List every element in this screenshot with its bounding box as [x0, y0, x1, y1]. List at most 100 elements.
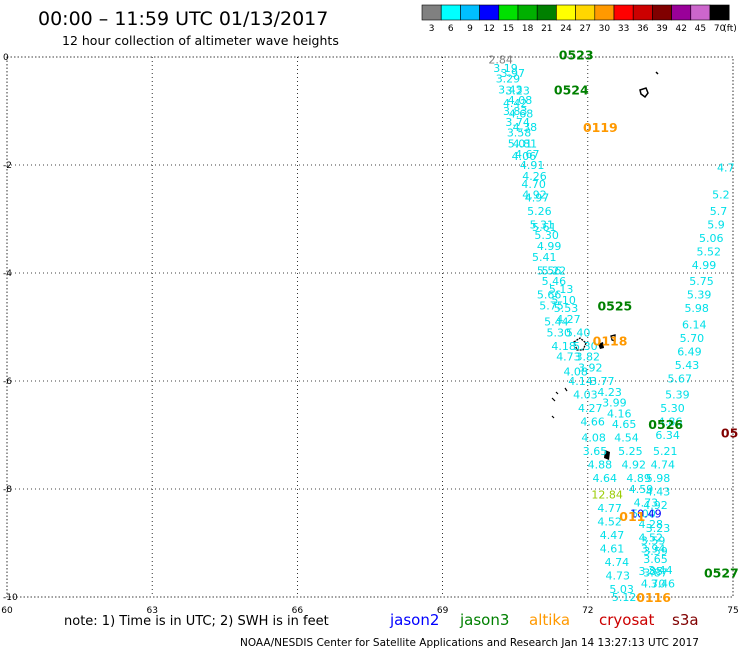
scale-label: 33: [618, 24, 629, 34]
wave-height-value: 3.44: [648, 564, 673, 577]
wave-height-value: 4.03: [573, 389, 598, 402]
units-note: note: 1) Time is in UTC; 2) SWH is in fe…: [64, 614, 329, 629]
map-frame: [6, 56, 734, 598]
wave-height-value: 3.97: [501, 67, 526, 80]
wave-height-value: 4.74: [605, 556, 630, 569]
wave-height-value: 4.16: [607, 407, 632, 420]
scale-swatch: [613, 4, 634, 21]
wave-height-value: 5.56: [537, 264, 562, 277]
scale-swatch: [536, 4, 557, 21]
scale-swatch: [575, 4, 596, 21]
scale-swatch: [652, 4, 672, 21]
scale-label: 15: [503, 24, 514, 34]
graticule: [7, 57, 733, 597]
pass-label: 0524: [554, 82, 589, 97]
wave-height-value: 3.23: [646, 522, 671, 535]
wave-height-value: 5.66: [537, 289, 562, 302]
wave-height-value: 4.97: [525, 191, 550, 204]
wave-height-value: 4.67: [515, 148, 540, 161]
wave-height-value: 3.58: [507, 127, 532, 140]
wave-height-value: 5.2: [712, 189, 730, 202]
wave-height-value: 3.83: [503, 105, 528, 118]
scale-label: 39: [656, 24, 668, 34]
wave-height-value: 4.08: [563, 365, 588, 378]
scale-swatch: [556, 4, 576, 21]
wave-height-value: 4.54: [614, 432, 639, 445]
scale-label: 70: [714, 24, 726, 34]
lon-tick-label: 69: [437, 606, 449, 616]
wave-height-value: 5.30: [573, 340, 598, 353]
wave-height-value: 4.23: [597, 386, 622, 399]
wave-height-value: 5.00: [631, 507, 656, 520]
wave-height-value: 3.87: [643, 567, 668, 580]
wave-height-value: 4.66: [580, 416, 605, 429]
wave-height-value: 5.25: [618, 445, 643, 458]
wave-height-value: 4.99: [537, 240, 562, 253]
scale-swatch: [460, 4, 480, 21]
wave-height-value: 4.73: [634, 497, 659, 510]
lat-tick-label: -6: [3, 377, 12, 387]
wave-height-value: 3.46: [651, 578, 676, 591]
wave-height-value: 4.59: [629, 483, 654, 496]
wave-height-value: 5.06: [699, 232, 724, 245]
scale-label: 6: [448, 24, 454, 34]
wave-height-value: 5.13: [549, 283, 574, 296]
wave-height-value: 4.27: [556, 313, 581, 326]
wave-height-value: 5.21: [653, 445, 678, 458]
wave-height-value: 4.81: [513, 137, 538, 150]
wave-height-value: 4.77: [597, 502, 622, 515]
wave-height-value: 4.26: [522, 170, 547, 183]
wave-height-value: 3.29: [496, 73, 521, 86]
scale-label: 21: [541, 24, 552, 34]
scale-swatch: [594, 4, 615, 21]
axis-labels: 60 63 66 69 72 75 0 -2 -4 -6 -8 -10: [1, 53, 738, 616]
wave-height-value: 3.92: [578, 362, 603, 375]
wave-height-value: 4.89: [626, 472, 651, 485]
wave-height-value: 4.06: [512, 150, 537, 163]
lat-tick-label: -10: [3, 593, 18, 603]
wave-height-value: 4.68: [509, 108, 534, 121]
satellite-altika: altika: [529, 611, 570, 629]
color-scale-legend: 3 6 9 12 15 18 21 24 27 30 33 36 39 42 45 70(ft): [421, 4, 737, 34]
scale-label: 42: [675, 24, 686, 34]
scale-label: 27: [579, 24, 590, 34]
scale-unit-label: (ft): [723, 24, 737, 34]
wave-height-value: 4.92: [622, 459, 647, 472]
wave-height-value: 4.91: [520, 159, 545, 172]
wave-height-value: 4.70: [641, 578, 666, 591]
wave-height-value: 5.75: [689, 275, 714, 288]
wave-height-value: 4.38: [513, 121, 538, 134]
wave-height-value: 4.52: [597, 515, 622, 528]
wave-height-value: 3.85: [638, 565, 663, 578]
wave-height-value: 5.39: [687, 289, 712, 302]
wave-height-value: 3.59: [643, 545, 668, 558]
wave-height-value: 5.7: [710, 205, 728, 218]
wave-height-value: 4.73: [556, 351, 581, 364]
wave-height-value: 3.82: [576, 351, 601, 364]
wave-height-value: 5.10: [551, 294, 576, 307]
lon-tick-label: 75: [727, 606, 738, 616]
pass-label: 05: [721, 425, 738, 440]
scale-swatch: [440, 4, 461, 21]
wave-height-value: 5.03: [609, 583, 634, 596]
lon-tick-label: 63: [146, 606, 157, 616]
lat-tick-label: 0: [3, 53, 9, 63]
wave-height-value: 5.26: [527, 205, 552, 218]
pass-label: 0119: [583, 120, 618, 135]
pass-label: 0523: [559, 47, 594, 62]
island-outlines: [551, 71, 659, 460]
lat-tick-label: -2: [3, 161, 12, 171]
wave-height-value: 5.30: [534, 229, 559, 242]
wave-height-value: 2.84: [488, 54, 513, 67]
wave-height-value: 4.7: [717, 162, 735, 175]
lat-tick-label: -4: [3, 269, 12, 279]
wave-height-value: 3.74: [505, 116, 530, 129]
wave-height-value: 5.9: [707, 218, 725, 231]
wave-height-value: 4.61: [600, 542, 625, 555]
pass-label: 0116: [636, 590, 671, 605]
wave-height-value: 4.88: [588, 459, 613, 472]
scale-label: 24: [560, 24, 572, 34]
scale-swatch: [632, 4, 653, 21]
scale-label: 3: [429, 24, 435, 34]
